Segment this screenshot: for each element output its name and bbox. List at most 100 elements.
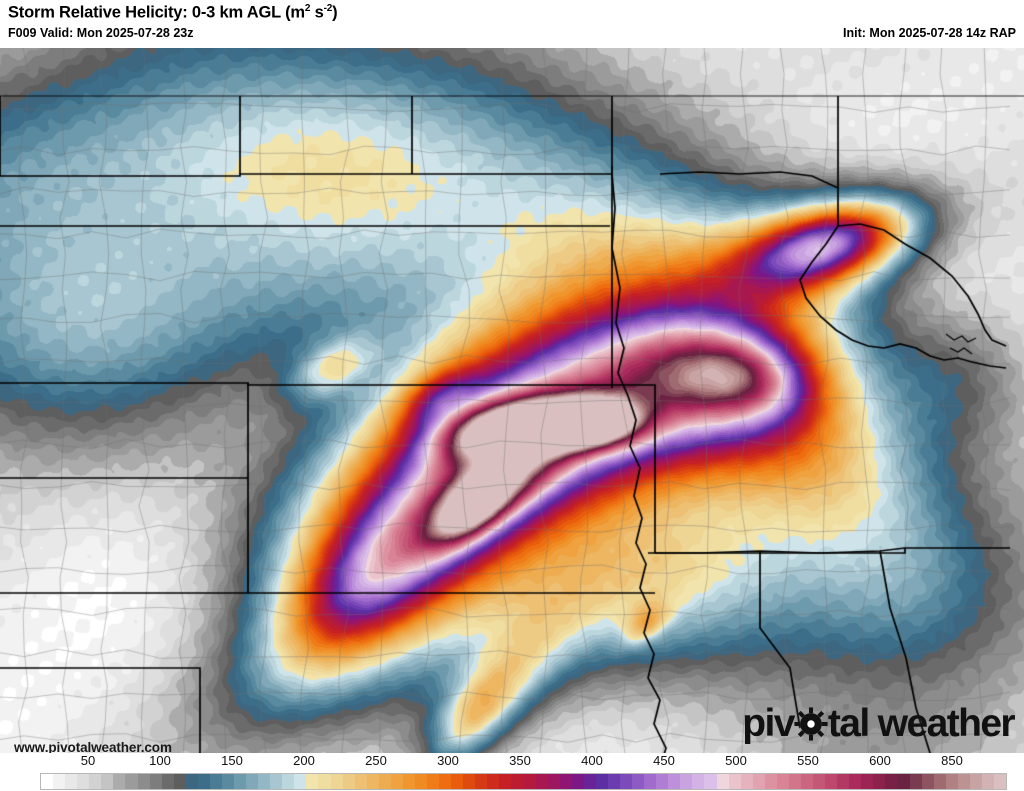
- init-time-label: Init: Mon 2025-07-28 14z RAP: [843, 26, 1016, 40]
- colorbar-swatch: [825, 774, 838, 789]
- colorbar-swatch: [234, 774, 247, 789]
- title-mid-text: s: [310, 3, 324, 22]
- colorbar-swatch: [764, 774, 777, 789]
- colorbar-tick: 350: [509, 753, 531, 768]
- colorbar-swatch: [885, 774, 898, 789]
- colorbar-swatch: [487, 774, 500, 789]
- colorbar-tick: 400: [581, 753, 603, 768]
- colorbar-swatch: [644, 774, 657, 789]
- colorbar-tick: 50: [80, 753, 96, 768]
- title-end-text: ): [332, 3, 338, 22]
- colorbar-swatch: [499, 774, 512, 789]
- colorbar-swatch: [427, 774, 440, 789]
- logo-text-part2: tal weather: [827, 702, 1016, 745]
- website-watermark: www.pivotalweather.com: [14, 740, 172, 753]
- colorbar-swatch: [547, 774, 560, 789]
- colorbar-swatch: [451, 774, 464, 789]
- colorbar-swatch: [595, 774, 608, 789]
- colorbar-swatch: [800, 774, 813, 789]
- title-main-text: Storm Relative Helicity: 0-3 km AGL (m: [8, 3, 305, 22]
- colorbar-swatch: [354, 774, 367, 789]
- colorbar-swatch: [101, 774, 114, 789]
- colorbar-swatch: [861, 774, 874, 789]
- colorbar-swatch: [209, 774, 222, 789]
- colorbar-swatch: [897, 774, 910, 789]
- colorbar-swatch: [318, 774, 331, 789]
- valid-time-label: F009 Valid: Mon 2025-07-28 23z: [8, 26, 194, 40]
- title-exponent-meters: 2: [304, 3, 311, 14]
- colorbar-swatch: [716, 774, 729, 789]
- colorbar-swatch: [390, 774, 403, 789]
- colorbar-swatch: [559, 774, 572, 789]
- colorbar-swatch: [173, 774, 186, 789]
- colorbar-swatch: [221, 774, 234, 789]
- colorbar-swatch: [294, 774, 307, 789]
- colorbar-swatch: [632, 774, 645, 789]
- pivotal-weather-logo: piv: [742, 702, 1016, 745]
- colorbar-swatch: [197, 774, 210, 789]
- colorbar-swatch: [402, 774, 415, 789]
- colorbar-swatch: [704, 774, 717, 789]
- colorbar-tick: 450: [653, 753, 675, 768]
- colorbar-swatch: [873, 774, 886, 789]
- map-header: Storm Relative Helicity: 0-3 km AGL (m2 …: [0, 0, 1024, 48]
- colorbar-swatch: [330, 774, 343, 789]
- colorbar-swatch: [378, 774, 391, 789]
- map-viewport[interactable]: www.pivotalweather.com piv: [0, 48, 1024, 753]
- colorbar-swatch: [53, 774, 66, 789]
- colorbar-swatch: [837, 774, 850, 789]
- colorbar-swatch: [113, 774, 126, 789]
- colorbar-swatch: [921, 774, 934, 789]
- colorbar-swatch: [306, 774, 319, 789]
- colorbar-swatch: [65, 774, 78, 789]
- colorbar-swatch: [969, 774, 982, 789]
- colorbar-swatch: [909, 774, 922, 789]
- colorbar-swatch: [607, 774, 620, 789]
- colorbar-swatch: [149, 774, 162, 789]
- colorbar-swatch: [776, 774, 789, 789]
- colorbar-swatch: [981, 774, 994, 789]
- colorbar-swatch: [933, 774, 946, 789]
- colorbar-swatch: [89, 774, 102, 789]
- helicity-contour-canvas[interactable]: [0, 48, 1024, 753]
- colorbar-swatch: [535, 774, 548, 789]
- colorbar-swatch: [571, 774, 584, 789]
- colorbar-swatch: [161, 774, 174, 789]
- colorbar-tick: 500: [725, 753, 747, 768]
- colorbar: 50 100 150 200 250 300 350 400 450 500 550 600 850: [0, 753, 1024, 791]
- logo-text-part1: piv: [742, 702, 795, 745]
- colorbar-tick: 100: [149, 753, 171, 768]
- colorbar-swatch: [125, 774, 138, 789]
- colorbar-swatch: [945, 774, 958, 789]
- colorbar-swatch: [849, 774, 862, 789]
- colorbar-swatch: [41, 774, 54, 789]
- colorbar-tick: 200: [293, 753, 315, 768]
- colorbar-swatch: [957, 774, 970, 789]
- colorbar-tick: 550: [797, 753, 819, 768]
- colorbar-swatch: [463, 774, 476, 789]
- colorbar-swatch: [475, 774, 488, 789]
- colorbar-swatch: [439, 774, 452, 789]
- colorbar-tick: 600: [869, 753, 891, 768]
- colorbar-swatch: [993, 774, 1006, 789]
- colorbar-swatch: [511, 774, 524, 789]
- colorbar-swatch: [583, 774, 596, 789]
- colorbar-swatch: [523, 774, 536, 789]
- colorbar-tick: 300: [437, 753, 459, 768]
- colorbar-tick: 150: [221, 753, 243, 768]
- gear-icon: [794, 706, 828, 741]
- colorbar-tick: 850: [941, 753, 963, 768]
- colorbar-swatch: [246, 774, 259, 789]
- colorbar-swatch: [414, 774, 427, 789]
- colorbar-swatch: [342, 774, 355, 789]
- colorbar-swatch: [137, 774, 150, 789]
- title-exponent-seconds: -2: [323, 3, 333, 14]
- colorbar-swatch: [270, 774, 283, 789]
- colorbar-swatch: [728, 774, 741, 789]
- colorbar-swatch: [185, 774, 198, 789]
- colorbar-gradient: [40, 773, 1007, 790]
- colorbar-swatch: [740, 774, 753, 789]
- colorbar-swatch: [680, 774, 693, 789]
- colorbar-swatch: [620, 774, 633, 789]
